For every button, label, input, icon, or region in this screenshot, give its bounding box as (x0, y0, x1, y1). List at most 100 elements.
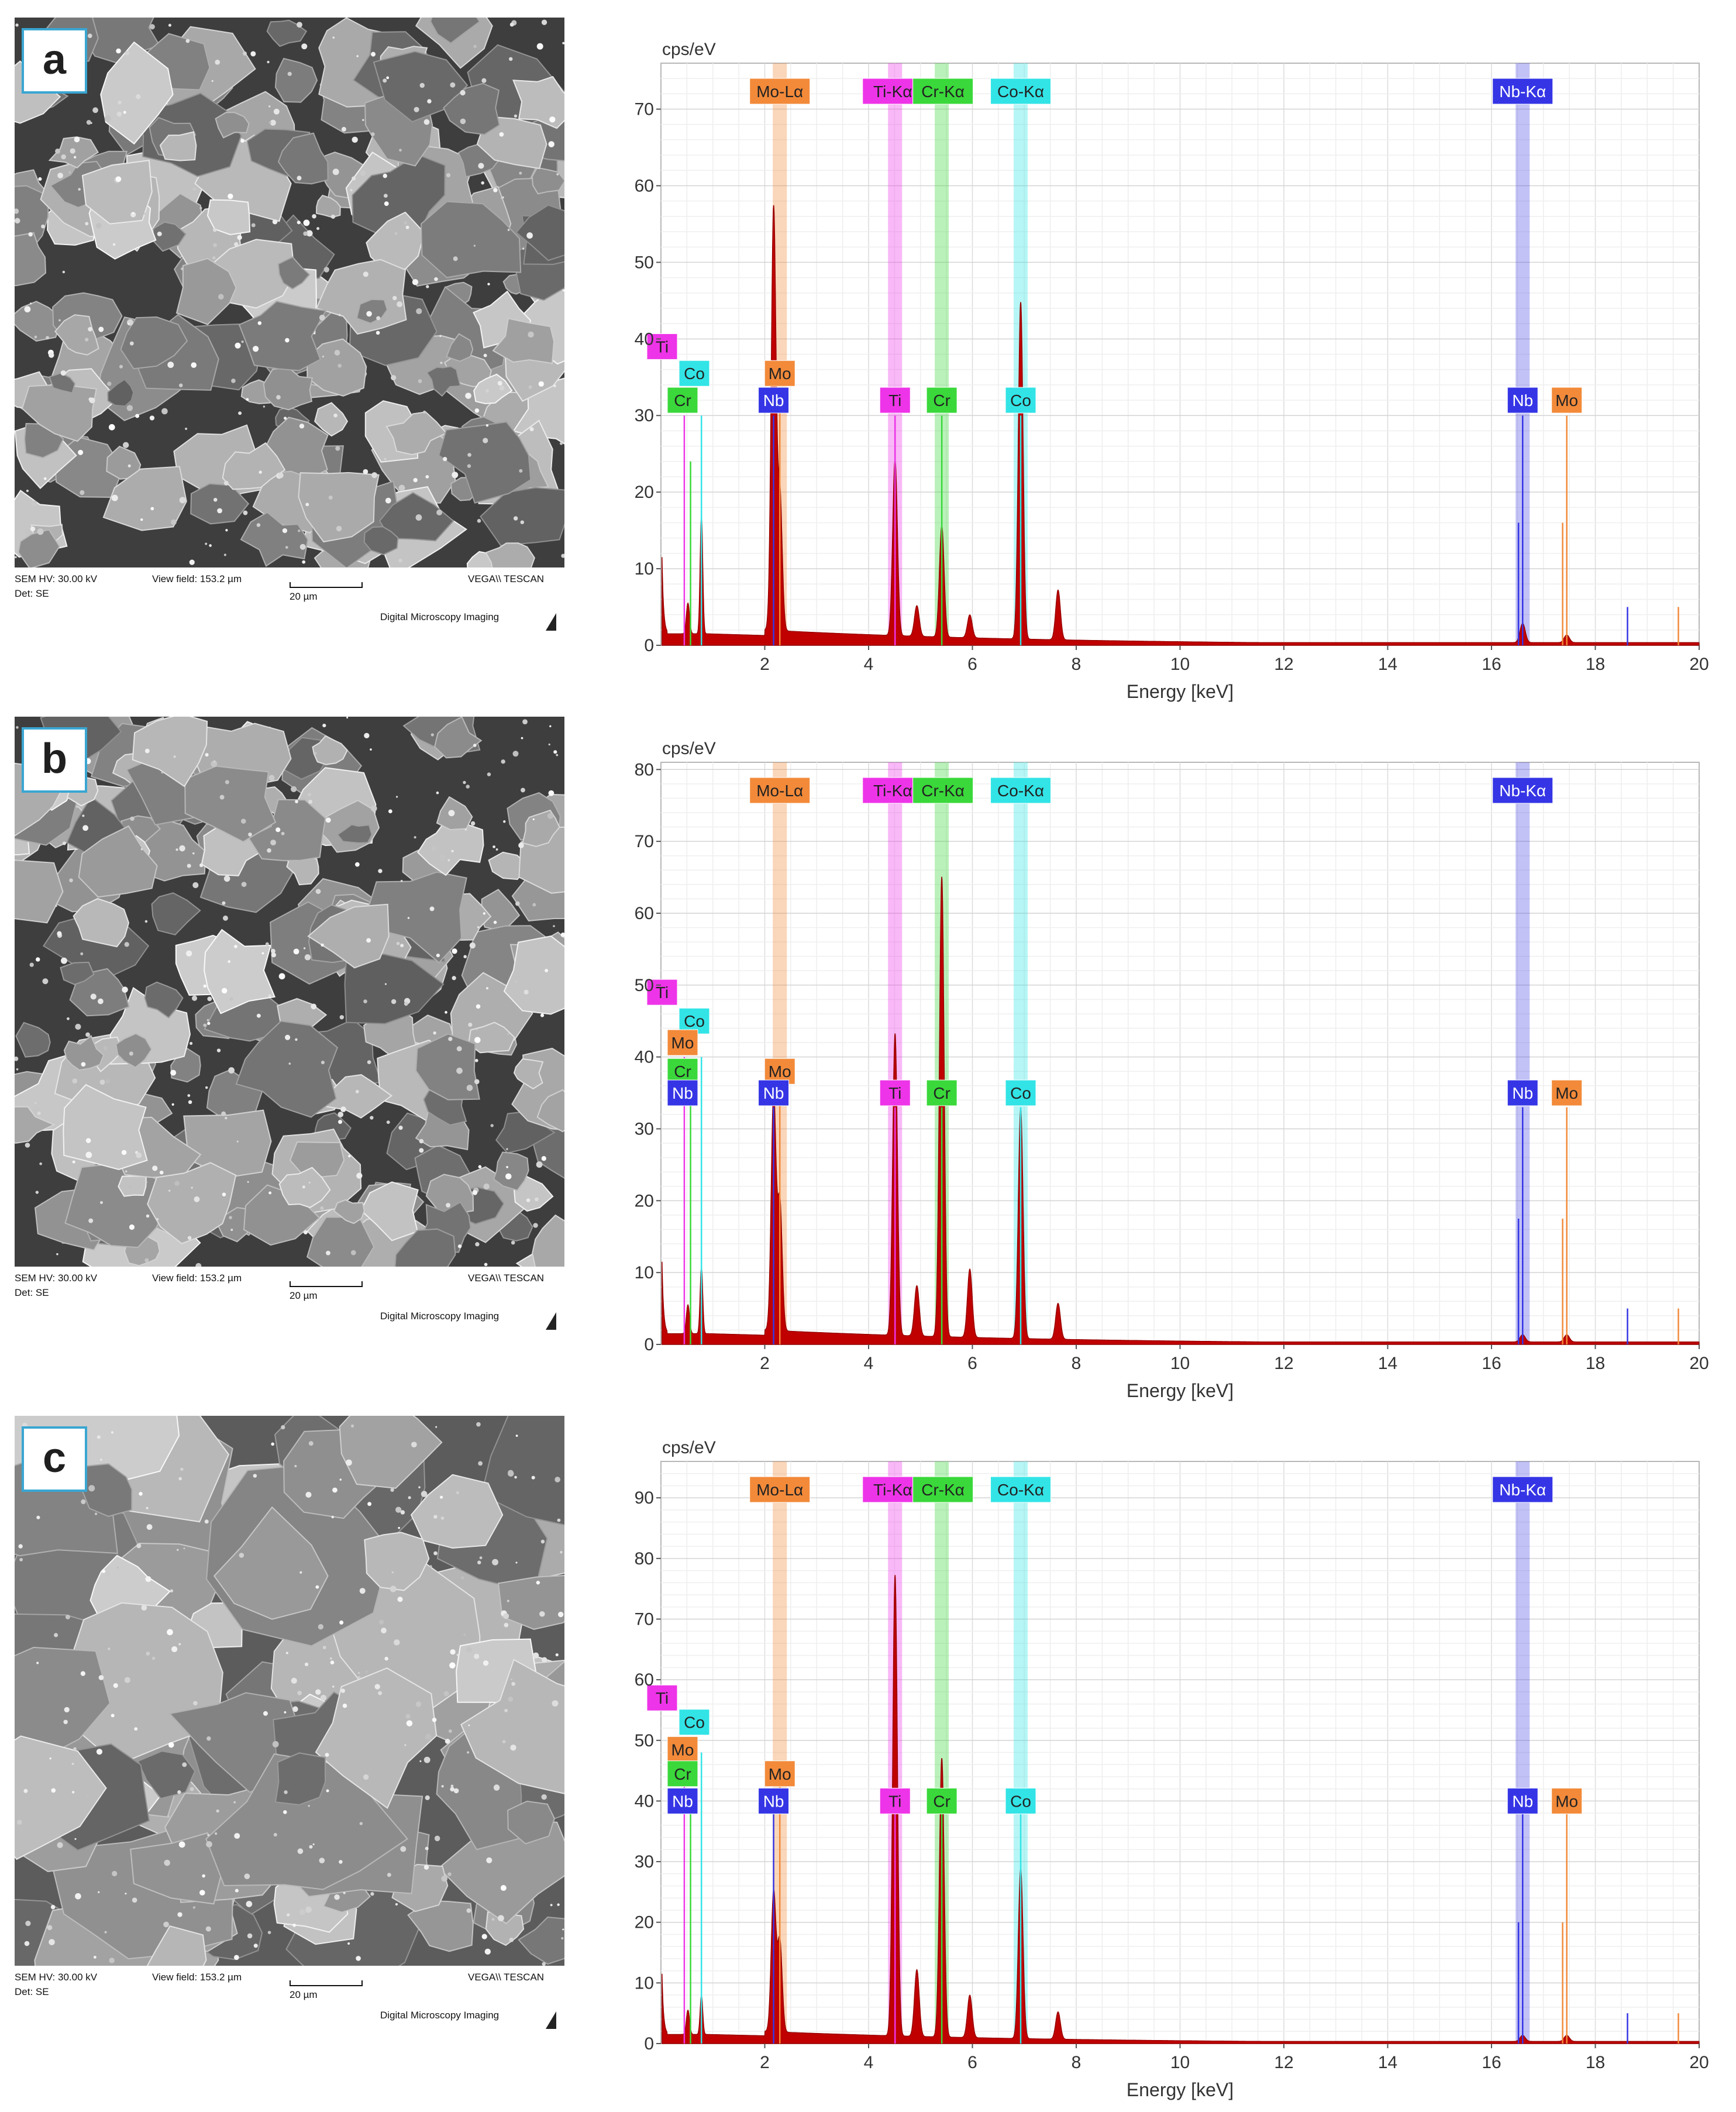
line-label-nb-top: Nb-Kα (1492, 777, 1554, 804)
svg-text:Cr: Cr (933, 1792, 950, 1810)
y-tick-label: 40 (635, 1048, 654, 1067)
svg-text:Nb: Nb (672, 1792, 693, 1810)
x-tick-label: 6 (967, 2053, 977, 2072)
line-label-ti: Ti (879, 387, 911, 414)
line-label-mo-top: Mo-Lα (749, 777, 811, 804)
sem-image-panel: c SEM HV: 30.00 kV Det: SE View field: 1… (15, 1416, 564, 2048)
y-tick-label: 30 (635, 406, 654, 425)
x-tick-label: 10 (1170, 655, 1190, 674)
line-label-nb: Nb (1507, 387, 1538, 414)
x-axis-label: Energy [keV] (1127, 2079, 1234, 2100)
line-label-nb-top: Nb-Kα (1492, 78, 1554, 105)
x-tick-label: 14 (1378, 655, 1397, 674)
svg-text:Co: Co (684, 1714, 705, 1732)
line-label-mo: Mo (1551, 1079, 1583, 1106)
x-tick-label: 12 (1274, 655, 1293, 674)
sem-hv: SEM HV: 30.00 kV (15, 1972, 98, 1983)
svg-text:Co: Co (1010, 391, 1031, 410)
x-tick-label: 16 (1482, 1354, 1501, 1373)
svg-text:Mo: Mo (1555, 1792, 1578, 1810)
spectrum-series (662, 1575, 1700, 2044)
x-tick-label: 4 (864, 655, 874, 674)
y-tick-label: 10 (635, 1263, 654, 1282)
y-tick-label: 10 (635, 1973, 654, 1993)
line-label-co: Co (1005, 1787, 1036, 1814)
svg-text:Co: Co (1010, 1792, 1031, 1810)
sem-hv: SEM HV: 30.00 kV (15, 573, 98, 584)
y-tick-label: 70 (635, 832, 654, 851)
scale-bar (290, 582, 363, 588)
panel-b: b SEM HV: 30.00 kV Det: SE View field: 1… (0, 717, 1736, 1413)
line-label-cr-left: Cr (667, 387, 698, 414)
x-axis-label: Energy [keV] (1127, 681, 1234, 702)
svg-text:Nb: Nb (672, 1084, 693, 1102)
line-label-mo-top: Mo-Lα (749, 1476, 811, 1503)
panel-a: a SEM HV: 30.00 kV Det: SE View field: 1… (0, 18, 1736, 714)
sem-image-panel: b SEM HV: 30.00 kV Det: SE View field: 1… (15, 717, 564, 1349)
line-label-mo-left: Mo (667, 1736, 698, 1763)
scale-bar (290, 1980, 363, 1986)
svg-text:Nb: Nb (763, 1084, 784, 1102)
panel-letter: a (22, 28, 87, 94)
y-tick-label: 90 (635, 1488, 654, 1508)
scale-bar (290, 1281, 363, 1287)
svg-text:Ti: Ti (888, 391, 901, 410)
svg-text:Ti: Ti (656, 1689, 669, 1707)
x-tick-label: 2 (760, 655, 770, 674)
line-label-co-top: Co-Kα (990, 78, 1052, 105)
svg-text:Nb: Nb (1512, 391, 1533, 410)
sem-image-panel: a SEM HV: 30.00 kV Det: SE View field: 1… (15, 18, 564, 649)
svg-text:Mo: Mo (769, 1765, 791, 1783)
eds-chart: Mo-Lα Ti-Kα Cr-Kα Co-Kα Nb-Kα Ti Co Mo Cr Nb Mo Nb T… (635, 1432, 1725, 2105)
x-tick-label: 14 (1378, 1354, 1397, 1373)
y-axis-label: cps/eV (662, 739, 716, 758)
tescan-logo-icon (546, 1312, 556, 1330)
svg-text:Cr: Cr (933, 1084, 950, 1102)
svg-text:Mo: Mo (671, 1740, 694, 1759)
y-tick-label: 20 (635, 1913, 654, 1932)
sem-micrograph (15, 1416, 564, 1966)
x-tick-label: 10 (1170, 2053, 1190, 2072)
line-label-cr-top: Cr-Kα (912, 1476, 974, 1503)
svg-text:Mo-Lα: Mo-Lα (756, 1481, 803, 1499)
svg-text:Co-Kα: Co-Kα (997, 782, 1044, 800)
line-label-mo: Mo (764, 360, 795, 387)
line-label-nb: Nb (758, 1079, 790, 1106)
sem-det: Det: SE (15, 588, 49, 599)
svg-text:Nb: Nb (1512, 1084, 1533, 1102)
y-axis-label: cps/eV (662, 1438, 716, 1457)
svg-text:Ti-Kα: Ti-Kα (873, 782, 912, 800)
x-tick-label: 12 (1274, 2053, 1293, 2072)
y-tick-label: 0 (644, 1335, 654, 1354)
sem-view-field: View field: 153.2 µm (152, 573, 242, 584)
svg-text:Nb-Kα: Nb-Kα (1499, 1481, 1546, 1499)
line-label-ti: Ti (879, 1079, 911, 1106)
svg-text:Cr-Kα: Cr-Kα (921, 782, 965, 800)
line-label-mo: Mo (764, 1760, 795, 1787)
line-label-co-left: Co (678, 1709, 710, 1736)
y-tick-label: 50 (635, 1731, 654, 1750)
y-tick-label: 60 (635, 904, 654, 923)
sem-footer: Digital Microscopy Imaging (380, 1310, 500, 1322)
eds-chart: Mo-Lα Ti-Kα Cr-Kα Co-Kα Nb-Kα Ti Co Mo Cr Nb Mo Nb T… (635, 733, 1725, 1406)
svg-text:Ti-Kα: Ti-Kα (873, 82, 912, 101)
spectrum-series (662, 205, 1700, 646)
x-tick-label: 18 (1586, 2053, 1605, 2072)
y-tick-label: 60 (635, 176, 654, 195)
svg-text:Mo: Mo (1555, 391, 1578, 410)
svg-text:Co-Kα: Co-Kα (997, 1481, 1044, 1499)
line-label-nb: Nb (758, 387, 790, 414)
y-tick-label: 20 (635, 483, 654, 502)
x-tick-label: 2 (760, 1354, 770, 1373)
svg-text:Cr: Cr (674, 1765, 691, 1783)
sem-hv: SEM HV: 30.00 kV (15, 1272, 98, 1284)
panel-letter: b (22, 727, 87, 793)
scale-label: 20 µm (290, 1989, 318, 2000)
line-label-mo-left: Mo (667, 1029, 698, 1056)
y-tick-label: 50 (635, 253, 654, 272)
x-tick-label: 16 (1482, 2053, 1501, 2072)
line-label-nb: Nb (1507, 1079, 1538, 1106)
line-label-nb-left: Nb (667, 1787, 698, 1814)
y-tick-label: 10 (635, 559, 654, 579)
svg-text:Ti: Ti (888, 1084, 901, 1102)
